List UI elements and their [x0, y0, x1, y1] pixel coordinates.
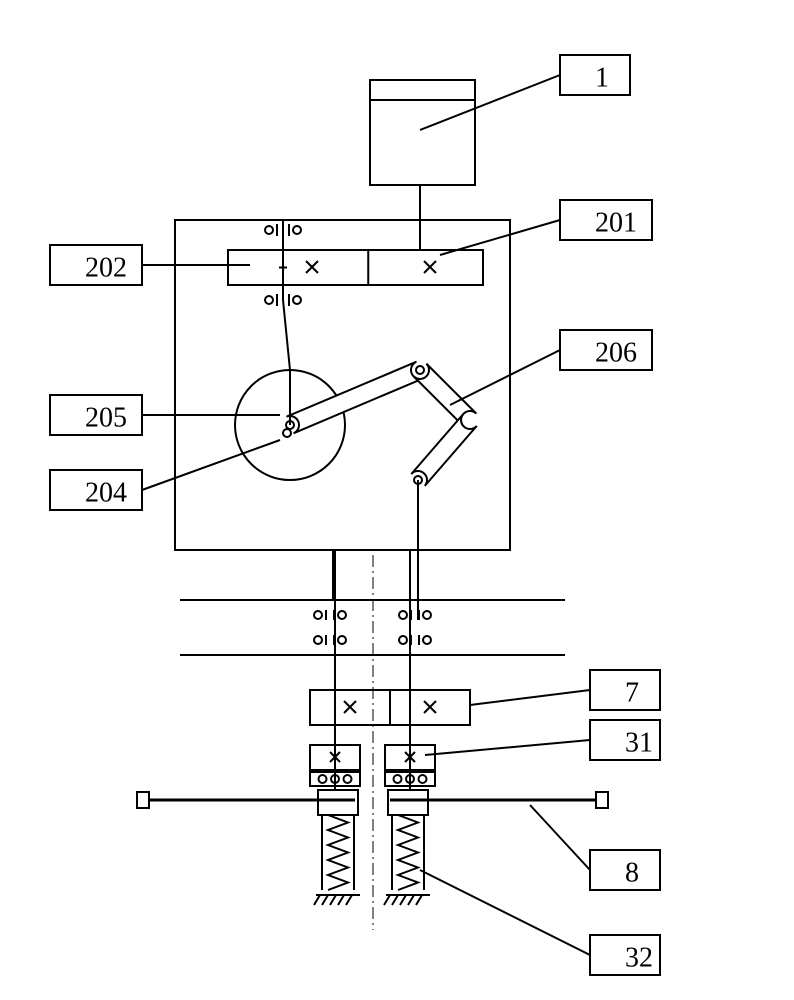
label-l32: 32	[625, 942, 653, 973]
label-l206: 206	[595, 337, 637, 368]
label-l205: 205	[85, 402, 127, 433]
label-l7: 7	[625, 677, 639, 708]
label-l204: 204	[85, 477, 127, 508]
label-l8: 8	[625, 857, 639, 888]
label-l1: 1	[595, 62, 609, 93]
label-l201: 201	[595, 207, 637, 238]
label-l31: 31	[625, 727, 653, 758]
label-l202: 202	[85, 252, 127, 283]
